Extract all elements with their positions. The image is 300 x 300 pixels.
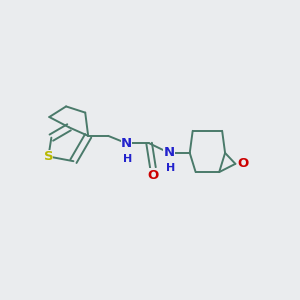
Text: O: O <box>147 169 159 182</box>
Text: H: H <box>123 154 133 164</box>
Text: S: S <box>44 150 53 163</box>
Text: N: N <box>164 146 175 159</box>
Text: O: O <box>237 157 248 170</box>
Text: N: N <box>121 137 132 150</box>
Text: H: H <box>166 163 175 173</box>
